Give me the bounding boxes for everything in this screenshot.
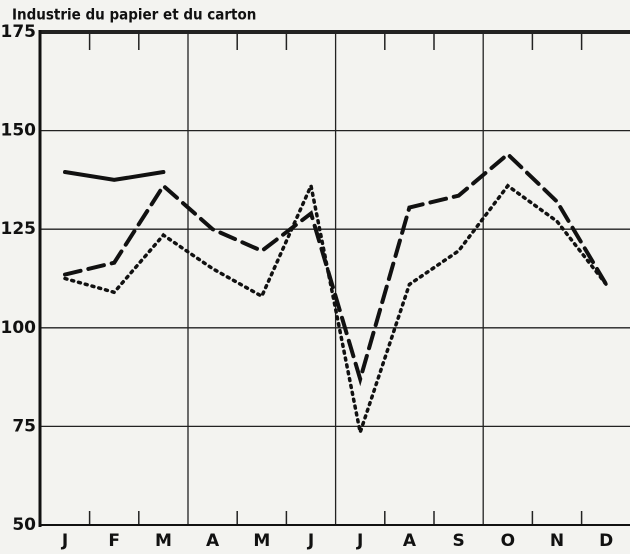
x-tick-label: D (599, 531, 613, 551)
x-tick-label: O (501, 531, 515, 551)
x-tick-label: M (253, 531, 270, 551)
y-tick-label: 125 (1, 219, 37, 239)
y-tick-label: 175 (1, 22, 37, 42)
x-tick-label: A (403, 531, 417, 551)
x-tick-label: S (452, 531, 464, 551)
y-tick-label: 50 (12, 515, 36, 535)
x-tick-label: M (155, 531, 172, 551)
series-line (63, 151, 609, 387)
x-tick-label: A (206, 531, 220, 551)
y-tick-label: 75 (12, 416, 36, 436)
series-line (63, 170, 166, 182)
x-tick-label: N (550, 531, 564, 551)
y-tick-label: 100 (1, 318, 37, 338)
x-tick-label: J (61, 531, 68, 551)
y-tick-label: 150 (1, 121, 37, 141)
x-tick-label: J (356, 531, 363, 551)
chart-title: Industrie du papier et du carton (12, 6, 256, 24)
x-tick-label: J (307, 531, 314, 551)
series-line (63, 180, 608, 440)
x-tick-label: F (108, 531, 120, 551)
